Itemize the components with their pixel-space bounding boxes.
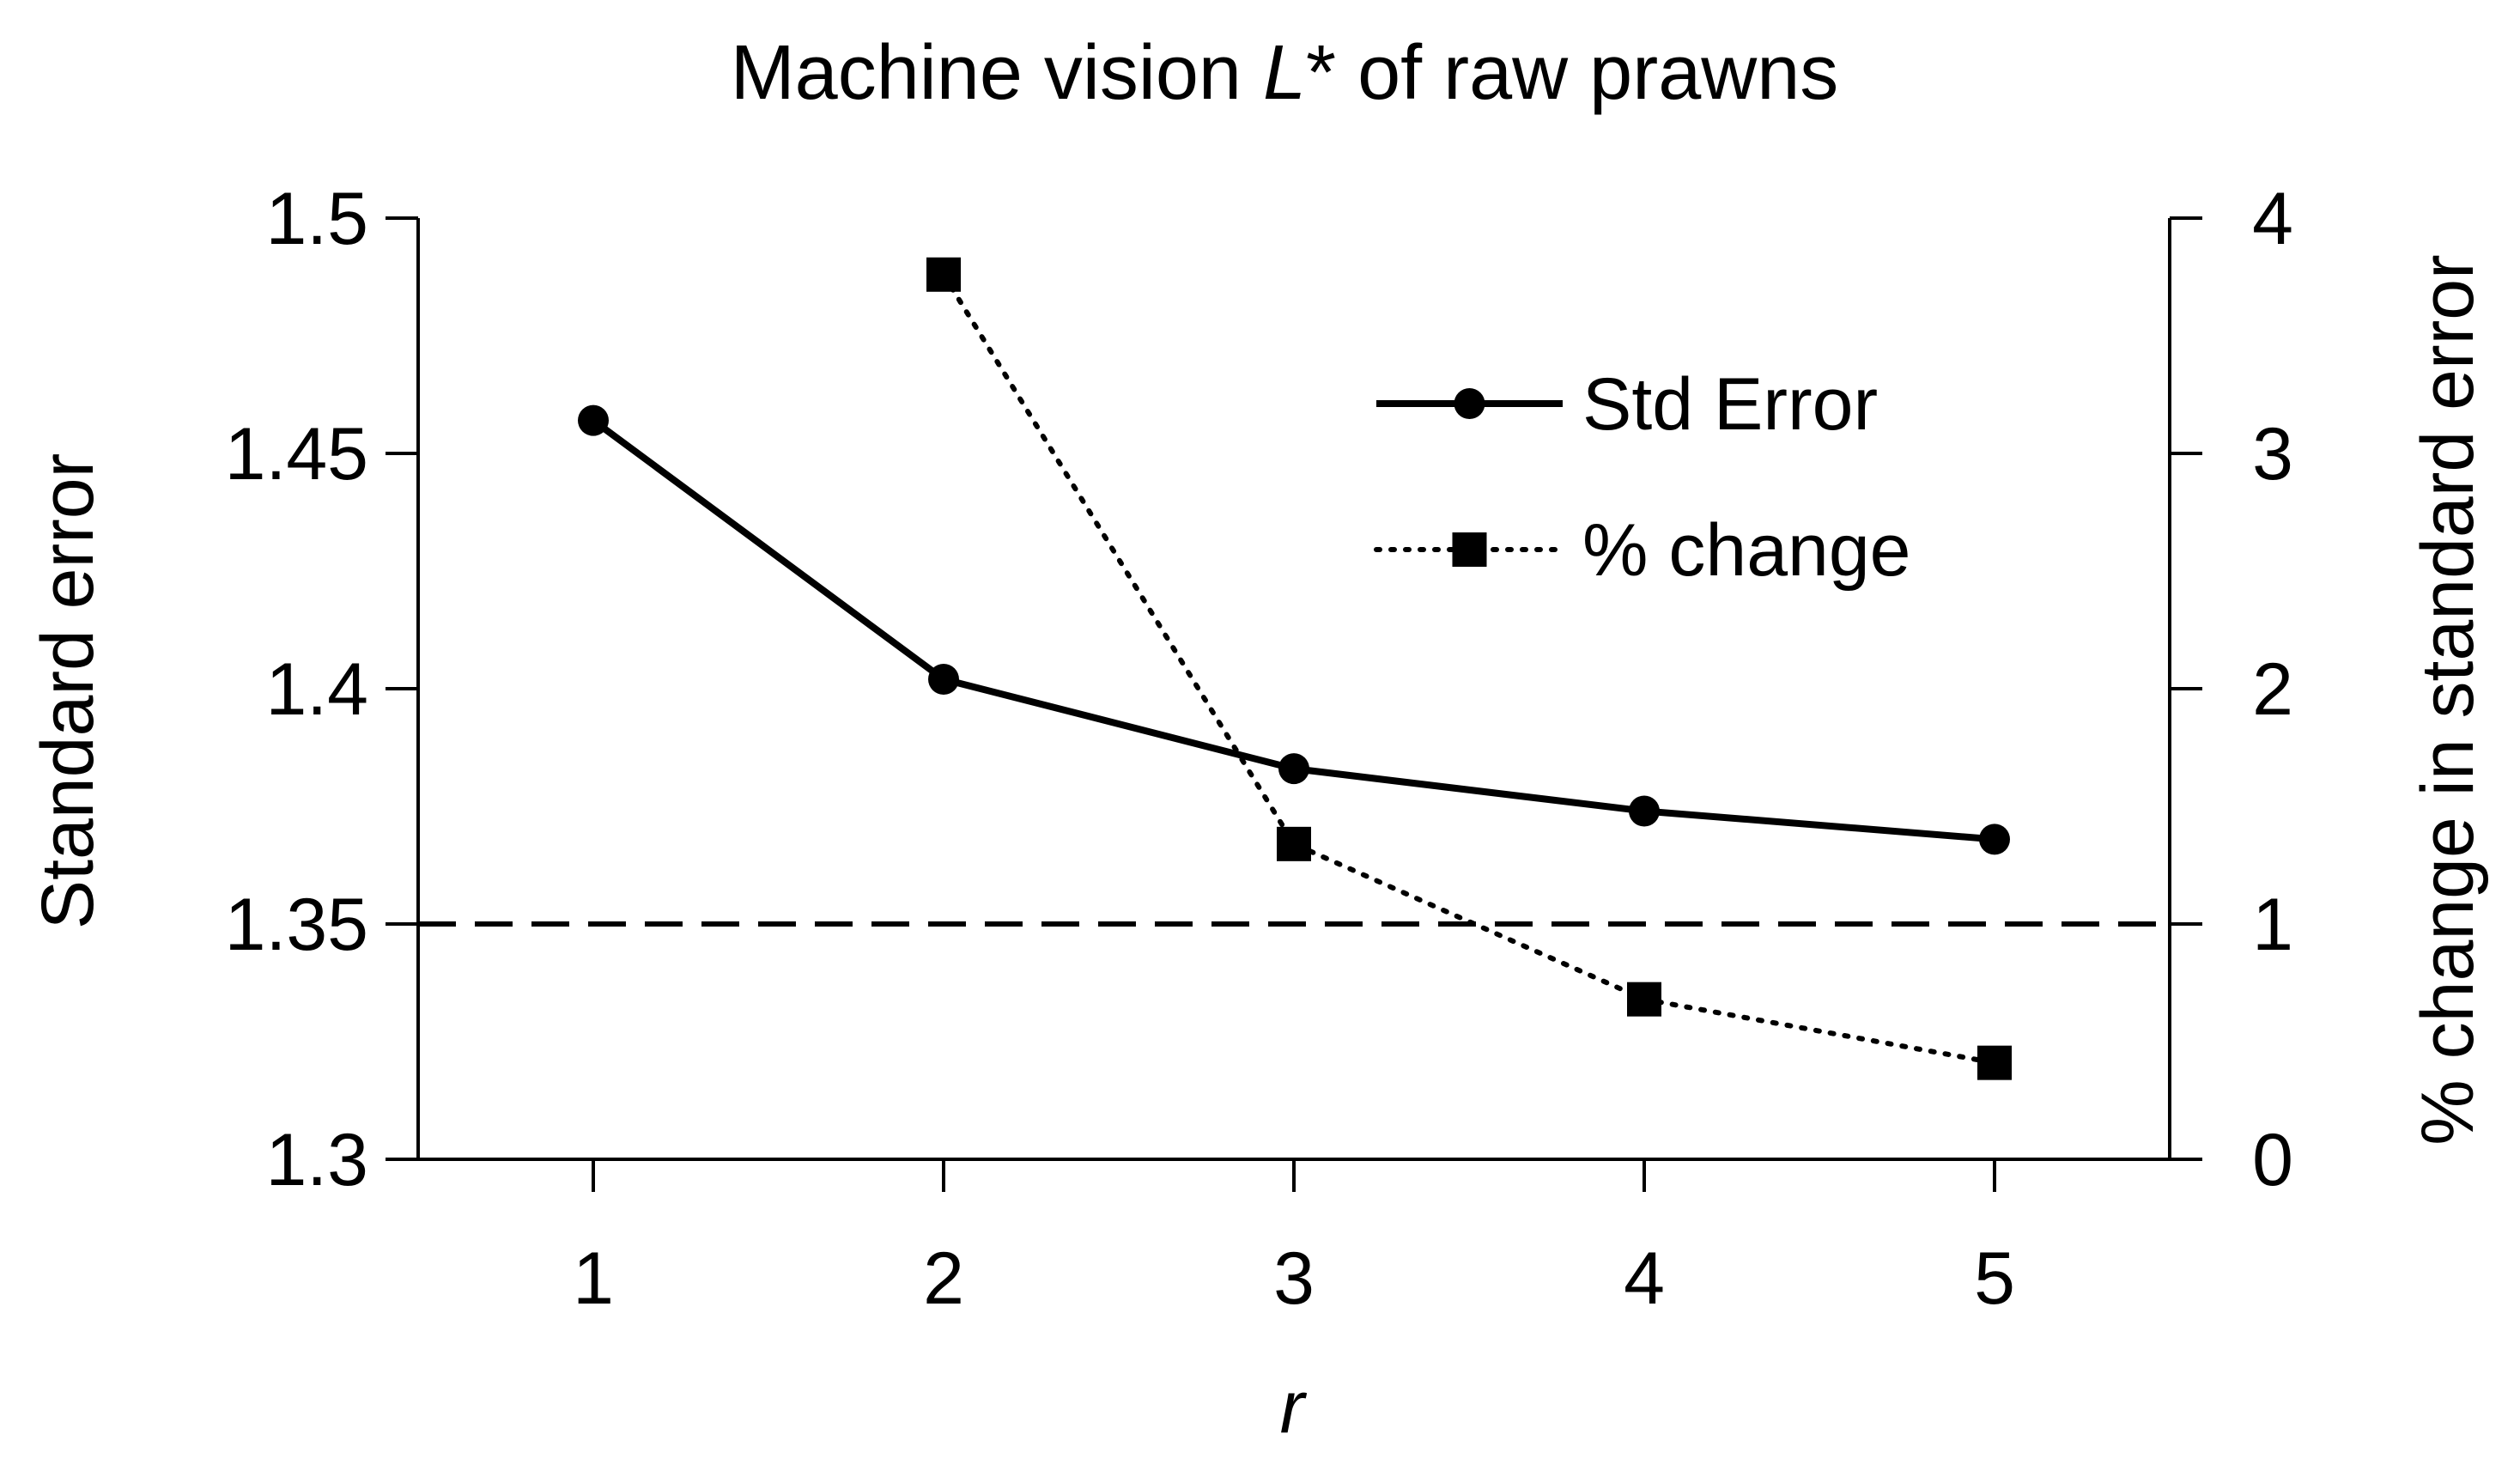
series-std-error <box>578 404 2010 855</box>
data-point <box>926 257 961 292</box>
x-tick-label: 2 <box>923 1237 964 1320</box>
y-axis-label: Standard error <box>27 453 109 930</box>
chart-title: Machine vision L* of raw prawns <box>731 30 1839 116</box>
x-tick-label: 1 <box>573 1237 614 1320</box>
data-point <box>1979 824 2010 855</box>
x-tick-label: 3 <box>1273 1237 1315 1320</box>
legend-label-percent-change: % change <box>1582 509 1911 592</box>
data-point <box>1629 795 1660 827</box>
y-tick-label: 1.35 <box>225 884 368 966</box>
x-tick-label: 5 <box>1974 1237 2015 1320</box>
data-point <box>1627 982 1661 1017</box>
legend-marker-std-error <box>1454 388 1485 419</box>
legend-label-std-error: Std Error <box>1582 363 1878 446</box>
data-point <box>1977 1045 2012 1080</box>
axes <box>386 216 2202 1192</box>
y2-tick-label: 4 <box>2252 178 2293 260</box>
y-tick-label: 1.4 <box>265 648 368 731</box>
legend-marker-percent-change <box>1452 532 1487 567</box>
tick-labels: 1.3 1.35 1.4 1.45 1.5 0 1 2 3 4 1 2 3 4 5 <box>225 178 2293 1320</box>
data-point <box>1277 826 1311 861</box>
y2-tick-label: 0 <box>2252 1119 2293 1201</box>
y2-tick-label: 1 <box>2252 884 2293 966</box>
x-tick-label: 4 <box>1624 1237 1665 1320</box>
data-point <box>928 664 959 696</box>
y-tick-label: 1.3 <box>265 1119 368 1201</box>
data-point <box>1278 753 1309 785</box>
legend: Std Error % change <box>1374 363 1911 592</box>
chart-title-prefix: Machine vision <box>731 30 1263 116</box>
data-point <box>578 404 609 436</box>
x-axis-label: r <box>1280 1366 1308 1449</box>
y2-tick-label: 3 <box>2252 413 2293 495</box>
y2-tick-label: 2 <box>2252 648 2293 731</box>
series-layer <box>578 257 2012 1080</box>
series-percent-change <box>926 257 2012 1080</box>
series-line <box>941 271 1997 1066</box>
y-tick-label: 1.5 <box>265 178 368 260</box>
chart-title-italic: L <box>1263 30 1306 116</box>
y2-axis-label: % change in standard error <box>2407 254 2489 1145</box>
y-tick-label: 1.45 <box>225 413 368 495</box>
chart-title-suffix: * of raw prawns <box>1306 30 1838 116</box>
